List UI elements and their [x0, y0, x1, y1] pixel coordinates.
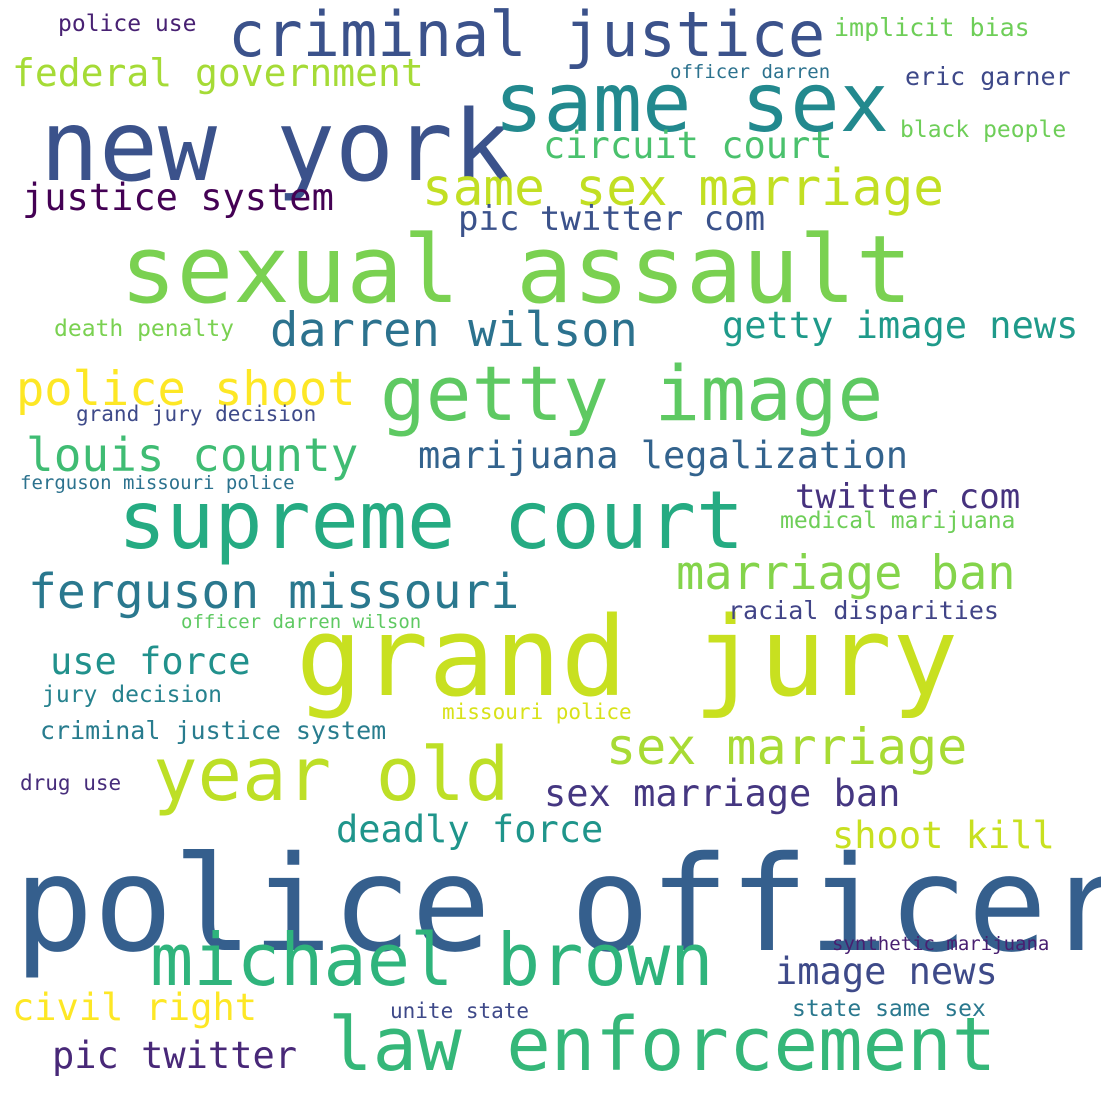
- word-jury-decision: jury decision: [42, 682, 222, 708]
- word-grand-jury-decision: grand jury decision: [76, 402, 316, 426]
- word-missouri-police: missouri police: [442, 700, 632, 724]
- word-pic-twitter-com: pic twitter com: [458, 199, 765, 239]
- word-shoot-kill: shoot kill: [832, 814, 1055, 857]
- word-police-officer: police officer: [14, 828, 1101, 982]
- word-criminal-justice-system: criminal justice system: [40, 716, 386, 745]
- word-year-old: year old: [153, 732, 509, 818]
- word-michael-brown: michael brown: [150, 918, 714, 1002]
- word-grand-jury: grand jury: [296, 593, 958, 721]
- word-pic-twitter: pic twitter: [52, 1034, 297, 1077]
- word-louis-county: louis county: [26, 428, 358, 482]
- word-unite-state: unite state: [390, 999, 529, 1023]
- word-sex-marriage: sex marriage: [606, 718, 967, 776]
- word-ferguson-missouri-police: ferguson missouri police: [20, 472, 295, 494]
- word-getty-image-news: getty image news: [722, 304, 1078, 347]
- word-marijuana-legalization: marijuana legalization: [418, 434, 908, 477]
- word-death-penalty: death penalty: [54, 316, 234, 342]
- word-darren-wilson: darren wilson: [270, 303, 638, 358]
- word-marriage-ban: marriage ban: [676, 546, 1016, 601]
- word-police-use: police use: [58, 11, 196, 37]
- word-supreme-court: supreme court: [118, 474, 744, 567]
- word-medical-marijuana: medical marijuana: [780, 508, 1015, 534]
- word-image-news: image news: [775, 950, 998, 993]
- word-synthetic-marijuana: synthetic marijuana: [832, 933, 1049, 955]
- word-police-shoot: police shoot: [16, 362, 356, 417]
- word-same-sex-marriage: same sex marriage: [422, 159, 944, 218]
- word-racial-disparities: racial disparities: [728, 596, 999, 625]
- word-deadly-force: deadly force: [336, 808, 603, 851]
- word-ferguson-missouri: ferguson missouri: [28, 564, 519, 620]
- word-sex-marriage-ban: sex marriage ban: [544, 772, 900, 815]
- word-use-force: use force: [50, 640, 250, 683]
- word-law-enforcement: law enforcement: [328, 1002, 996, 1088]
- word-drug-use: drug use: [20, 771, 121, 795]
- word-new-york: new york: [40, 90, 512, 204]
- word-federal-government: federal government: [12, 51, 424, 95]
- word-same-sex: same sex: [494, 56, 889, 151]
- word-eric-garner: eric garner: [905, 62, 1071, 91]
- word-officer-darren-wilson: officer darren wilson: [181, 611, 421, 633]
- word-criminal-justice: criminal justice: [228, 0, 825, 71]
- word-state-same-sex: state same sex: [792, 996, 986, 1022]
- word-implicit-bias: implicit bias: [834, 13, 1030, 42]
- word-civil-right: civil right: [12, 986, 257, 1029]
- word-sexual-assault: sexual assault: [120, 216, 912, 325]
- word-justice-system: justice system: [22, 176, 334, 219]
- word-getty-image: getty image: [380, 349, 883, 438]
- word-circuit-court: circuit court: [543, 124, 833, 167]
- word-officer-darren: officer darren: [670, 61, 830, 83]
- word-twitter-com: twitter com: [795, 477, 1020, 517]
- word-black-people: black people: [900, 117, 1066, 143]
